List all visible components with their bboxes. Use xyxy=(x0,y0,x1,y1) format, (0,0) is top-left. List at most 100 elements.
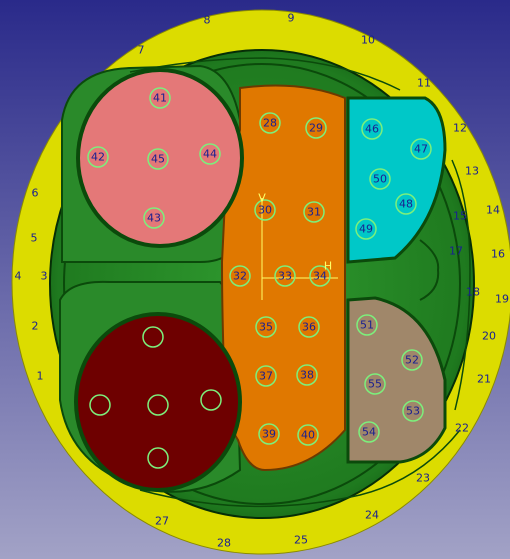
maroon-chamber xyxy=(74,312,242,492)
point-label-24: 24 xyxy=(365,509,379,522)
label-text: 21 xyxy=(477,373,491,386)
label-ring xyxy=(147,148,169,170)
right-rim-detail xyxy=(419,239,440,301)
label-text: 46 xyxy=(365,123,379,136)
label-text: 48 xyxy=(399,198,413,211)
label-text: 11 xyxy=(417,77,431,90)
label-text: 54 xyxy=(362,426,376,439)
label-text: 9 xyxy=(288,12,295,25)
point-label-16: 16 xyxy=(491,248,505,261)
point-label-5: 5 xyxy=(31,232,38,245)
label-ring xyxy=(149,87,171,109)
point-label-50: 50 xyxy=(369,168,391,190)
label-ring xyxy=(303,201,325,223)
label-ring xyxy=(143,207,165,229)
label-ring xyxy=(309,265,331,287)
label-ring xyxy=(296,364,318,386)
label-ring xyxy=(402,400,424,422)
point-label-35: 35 xyxy=(255,316,277,338)
label-text: 51 xyxy=(360,319,374,332)
label-ring xyxy=(147,394,169,416)
label-text: 34 xyxy=(313,270,327,283)
green-inner-rim xyxy=(63,63,461,505)
label-text: 7 xyxy=(138,44,145,57)
label-text: 28 xyxy=(217,537,231,550)
label-ring xyxy=(89,394,111,416)
label-text: 50 xyxy=(373,173,387,186)
label-text: 27 xyxy=(155,515,169,528)
point-label-2: 2 xyxy=(32,320,39,333)
label-text: 53 xyxy=(406,405,420,418)
label-text: 36 xyxy=(302,321,316,334)
point-label-marker-57 xyxy=(147,394,169,416)
point-label-25: 25 xyxy=(294,534,308,547)
label-text: 23 xyxy=(416,472,430,485)
label-text: 49 xyxy=(359,223,373,236)
point-label-19: 19 xyxy=(495,293,509,306)
label-text: 5 xyxy=(31,232,38,245)
label-ring xyxy=(395,193,417,215)
label-text: 13 xyxy=(465,165,479,178)
label-text: 42 xyxy=(91,151,105,164)
label-text: 25 xyxy=(294,534,308,547)
label-text: 10 xyxy=(361,34,375,47)
label-text: 18 xyxy=(466,286,480,299)
point-label-marker-56 xyxy=(89,394,111,416)
point-label-28: 28 xyxy=(259,112,281,134)
label-text: 43 xyxy=(147,212,161,225)
point-label-17: 17 xyxy=(449,245,463,258)
point-label-52: 52 xyxy=(401,349,423,371)
label-text: 40 xyxy=(301,429,315,442)
label-ring xyxy=(258,423,280,445)
point-label-41: 41 xyxy=(149,87,171,109)
label-text: 37 xyxy=(259,370,273,383)
label-ring xyxy=(199,143,221,165)
point-label-10: 10 xyxy=(361,34,375,47)
label-ring xyxy=(410,138,432,160)
point-label-36: 36 xyxy=(298,316,320,338)
label-ring xyxy=(355,218,377,240)
point-label-51: 51 xyxy=(356,314,378,336)
point-label-9: 9 xyxy=(288,12,295,25)
point-label-34: 34 xyxy=(309,265,331,287)
point-label-15: 15 xyxy=(453,210,467,223)
label-text: 6 xyxy=(32,187,39,200)
label-text: 29 xyxy=(309,122,323,135)
point-label-marker-58 xyxy=(200,389,222,411)
axis-v-label: V xyxy=(258,192,266,205)
point-label-55: 55 xyxy=(364,373,386,395)
label-text: 33 xyxy=(278,270,292,283)
label-ring xyxy=(305,117,327,139)
label-text: 20 xyxy=(482,330,496,343)
point-label-marker-55 xyxy=(142,326,164,348)
label-text: 39 xyxy=(262,428,276,441)
label-text: 15 xyxy=(453,210,467,223)
tan-chamber xyxy=(346,296,447,464)
label-text: 19 xyxy=(495,293,509,306)
pink-chamber xyxy=(76,68,244,248)
label-text: 30 xyxy=(258,204,272,217)
axis-h-label: H xyxy=(324,260,332,273)
point-label-7: 7 xyxy=(138,44,145,57)
point-label-21: 21 xyxy=(477,373,491,386)
point-label-43: 43 xyxy=(143,207,165,229)
point-label-1: 1 xyxy=(37,370,44,383)
label-ring xyxy=(369,168,391,190)
point-label-14: 14 xyxy=(486,204,500,217)
point-label-18: 18 xyxy=(466,286,480,299)
label-ring xyxy=(401,349,423,371)
label-text: 22 xyxy=(455,422,469,435)
point-label-23: 23 xyxy=(416,472,430,485)
label-text: 41 xyxy=(153,92,167,105)
point-label-40: 40 xyxy=(297,424,319,446)
label-ring xyxy=(297,424,319,446)
label-text: 14 xyxy=(486,204,500,217)
point-label-11: 11 xyxy=(417,77,431,90)
point-label-48: 48 xyxy=(395,193,417,215)
top-rim-detail xyxy=(129,57,401,91)
label-text: 2 xyxy=(32,320,39,333)
label-text: 3 xyxy=(41,270,48,283)
point-label-32: 32 xyxy=(229,265,251,287)
